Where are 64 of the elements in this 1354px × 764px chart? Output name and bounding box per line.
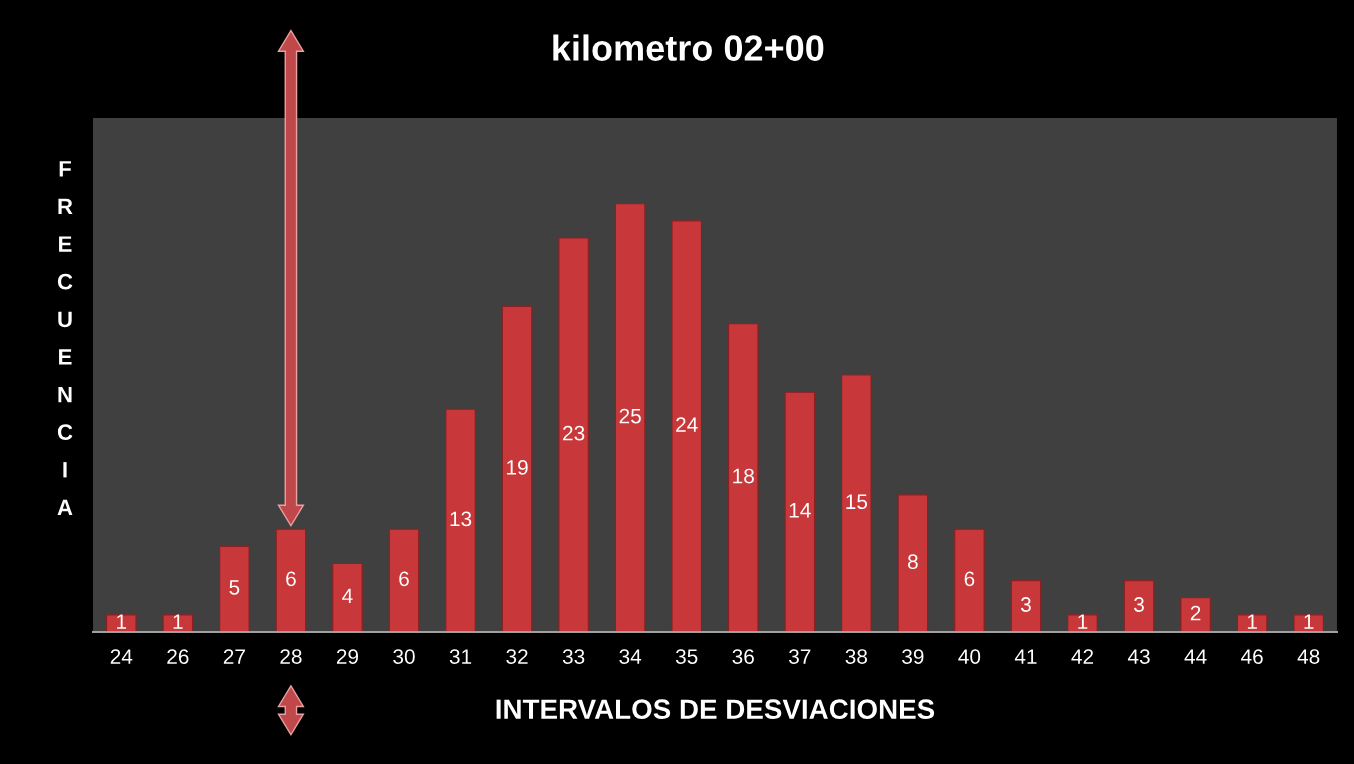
x-tick-label: 35	[675, 649, 698, 664]
bar	[897, 494, 929, 632]
x-tick-label: 41	[1014, 649, 1037, 664]
x-tick-label: 43	[1127, 649, 1150, 664]
x-tick-label: 28	[280, 649, 302, 664]
x-tick-label: 48	[1297, 649, 1320, 664]
bar	[275, 528, 307, 632]
x-tick-label: 40	[958, 649, 981, 664]
chart-title: kilometro 02+00	[553, 34, 824, 61]
bar	[1123, 580, 1155, 632]
data-label: 3	[1134, 597, 1144, 612]
data-label: 1	[1078, 614, 1088, 629]
data-label: 4	[342, 588, 353, 604]
bar	[614, 203, 646, 632]
x-tick-label: 39	[902, 649, 924, 664]
bar	[954, 528, 985, 632]
x-tick-label: 44	[1184, 649, 1207, 664]
bar	[841, 374, 872, 632]
bar	[558, 237, 589, 632]
data-label: 14	[789, 503, 811, 518]
bar	[727, 323, 759, 632]
data-label: 6	[286, 571, 296, 587]
bar	[1010, 580, 1042, 632]
x-tick-label: 38	[845, 649, 868, 664]
x-tick-label: 29	[336, 649, 359, 664]
x-tick-label: 24	[110, 649, 133, 664]
data-label: 19	[507, 460, 528, 475]
data-label: 18	[733, 468, 754, 484]
data-label: 6	[964, 571, 975, 587]
x-tick-label: 36	[732, 649, 754, 664]
data-label: 1	[173, 614, 183, 629]
x-tick-label: 42	[1071, 649, 1094, 664]
bar	[332, 562, 363, 632]
data-label: 1	[1247, 614, 1257, 629]
x-tick-label: 31	[449, 649, 472, 664]
bar	[501, 305, 533, 632]
x-tick-label: 46	[1241, 649, 1263, 664]
x-tick-label: 30	[393, 649, 415, 664]
data-label: 23	[563, 425, 585, 441]
x-tick-label: 32	[506, 649, 528, 664]
x-tick-label: 34	[619, 649, 642, 664]
bar	[219, 545, 250, 632]
data-label: 13	[450, 511, 472, 527]
data-label: 8	[907, 554, 918, 570]
x-axis-title: INTERVALOS DE DESVIACIONES	[496, 699, 935, 720]
x-tick-label: 26	[167, 649, 189, 664]
bar	[1180, 597, 1211, 632]
x-tick-label: 37	[789, 649, 811, 664]
data-label: 1	[117, 614, 127, 629]
bar	[784, 391, 816, 632]
text: FRECUENCIA	[57, 161, 73, 516]
bar	[671, 220, 702, 632]
data-label: 2	[1190, 605, 1201, 621]
data-label: 25	[619, 408, 641, 424]
data-label: 5	[229, 580, 240, 595]
data-label: 1	[1304, 614, 1314, 629]
x-tick-label: 33	[562, 649, 585, 664]
data-label: 6	[399, 571, 409, 587]
bar	[445, 408, 476, 632]
data-label: 15	[846, 494, 868, 510]
data-label: 3	[1020, 597, 1031, 612]
bar	[388, 528, 420, 632]
x-tick-label: 27	[223, 649, 245, 664]
data-label: 24	[676, 417, 698, 432]
